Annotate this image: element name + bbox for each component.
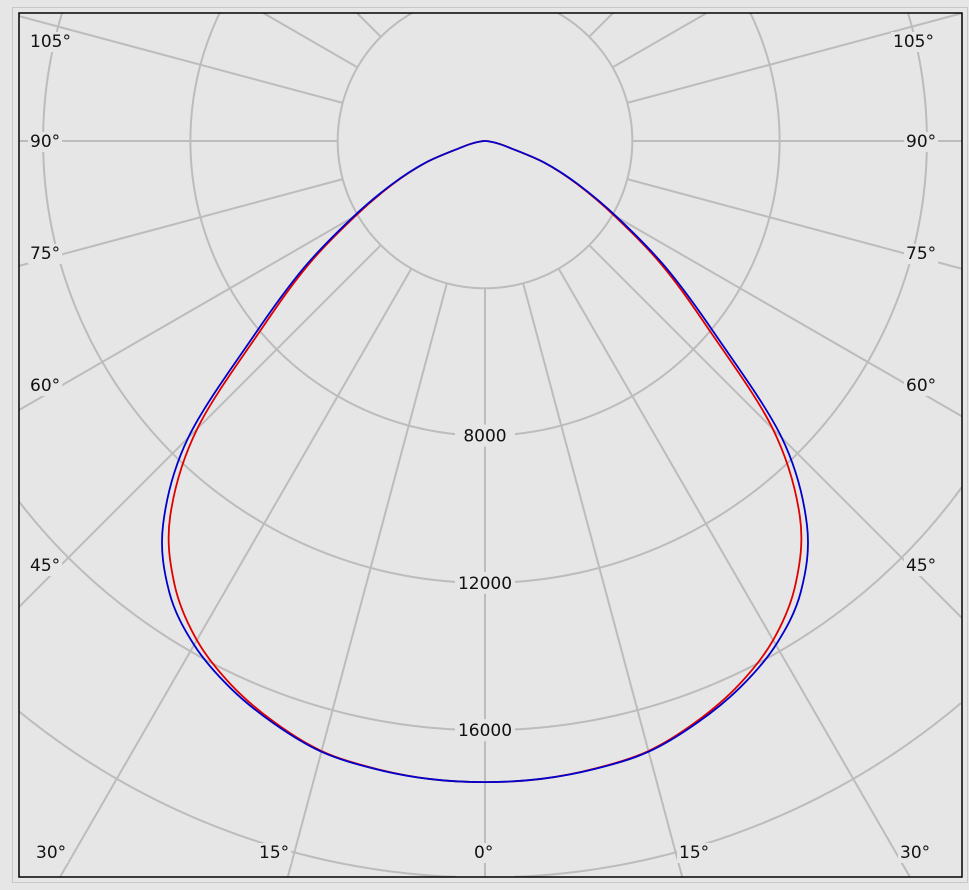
grid-spoke-120	[262, 13, 358, 69]
grid-spoke-75	[19, 178, 343, 267]
angle-label-right-30: 30°	[900, 843, 930, 863]
angle-label-bg	[904, 132, 939, 152]
grid-spoke-105	[19, 15, 343, 104]
angle-label-left-15: 15°	[259, 843, 289, 863]
grid-ring-4000	[336, 13, 634, 290]
grid-spoke-105	[627, 13, 962, 104]
polar-grid	[19, 13, 962, 877]
angle-label-bg	[891, 32, 936, 52]
grid-ring-16000	[19, 486, 962, 732]
grid-spoke-15	[522, 283, 684, 877]
angle-label-bg	[28, 556, 63, 576]
angle-label-center-0: 0°	[474, 843, 493, 863]
angle-label-left-45: 45°	[30, 556, 60, 576]
plot-frame	[18, 12, 963, 878]
angle-label-bg	[904, 244, 939, 264]
angle-label-left-90: 90°	[30, 132, 60, 152]
grid-spoke-45	[588, 244, 962, 619]
angle-label-bg	[898, 843, 933, 863]
grid-spoke-30	[59, 268, 413, 877]
grid-spoke-15	[286, 283, 448, 877]
angle-label-right-90: 90°	[906, 132, 936, 152]
radial-label-bg	[455, 719, 515, 742]
grid-spoke-60	[612, 213, 962, 418]
angle-label-right-75: 75°	[906, 244, 936, 264]
radial-labels: 8000 12000 16000	[455, 424, 515, 742]
angle-label-left-30: 30°	[36, 843, 66, 863]
curves	[161, 140, 809, 784]
angle-label-right-105: 105°	[893, 32, 934, 52]
angle-label-bg	[28, 244, 63, 264]
grid-ring-8000	[189, 13, 781, 437]
angle-label-left-75: 75°	[30, 244, 60, 264]
grid-spoke-135	[588, 13, 614, 38]
grid-spoke-60	[19, 213, 358, 411]
radial-label-bg	[455, 424, 515, 447]
radial-label-12000: 12000	[458, 574, 512, 594]
outer-frame	[12, 7, 968, 883]
radial-label-8000: 8000	[463, 427, 506, 447]
grid-ring-20000	[19, 702, 962, 877]
grid-spoke-135	[356, 13, 382, 38]
angle-label-bg	[28, 376, 63, 396]
radial-label-bg	[455, 571, 515, 594]
angle-label-right-15: 15°	[679, 843, 709, 863]
angle-label-bg	[28, 32, 73, 52]
angle-label-bg	[28, 132, 63, 152]
angle-label-left-60: 60°	[30, 376, 60, 396]
angle-label-bg	[472, 843, 496, 863]
series-curve-1	[161, 140, 809, 784]
angle-label-bg	[904, 376, 939, 396]
grid-spoke-30	[557, 268, 911, 877]
angle-label-bg	[34, 843, 69, 863]
angle-label-bg	[677, 843, 712, 863]
angle-label-bg	[257, 843, 292, 863]
grid-spoke-120	[612, 13, 708, 69]
labels: 105° 90° 75° 60° 45° 30° 15° 0° 15° 30° …	[28, 32, 939, 863]
angle-label-right-45: 45°	[906, 556, 936, 576]
radial-label-16000: 16000	[458, 721, 512, 741]
grid-spoke-45	[19, 244, 382, 608]
angle-label-right-60: 60°	[906, 376, 936, 396]
angle-label-bg	[904, 556, 939, 576]
angle-label-left-105: 105°	[30, 32, 71, 52]
